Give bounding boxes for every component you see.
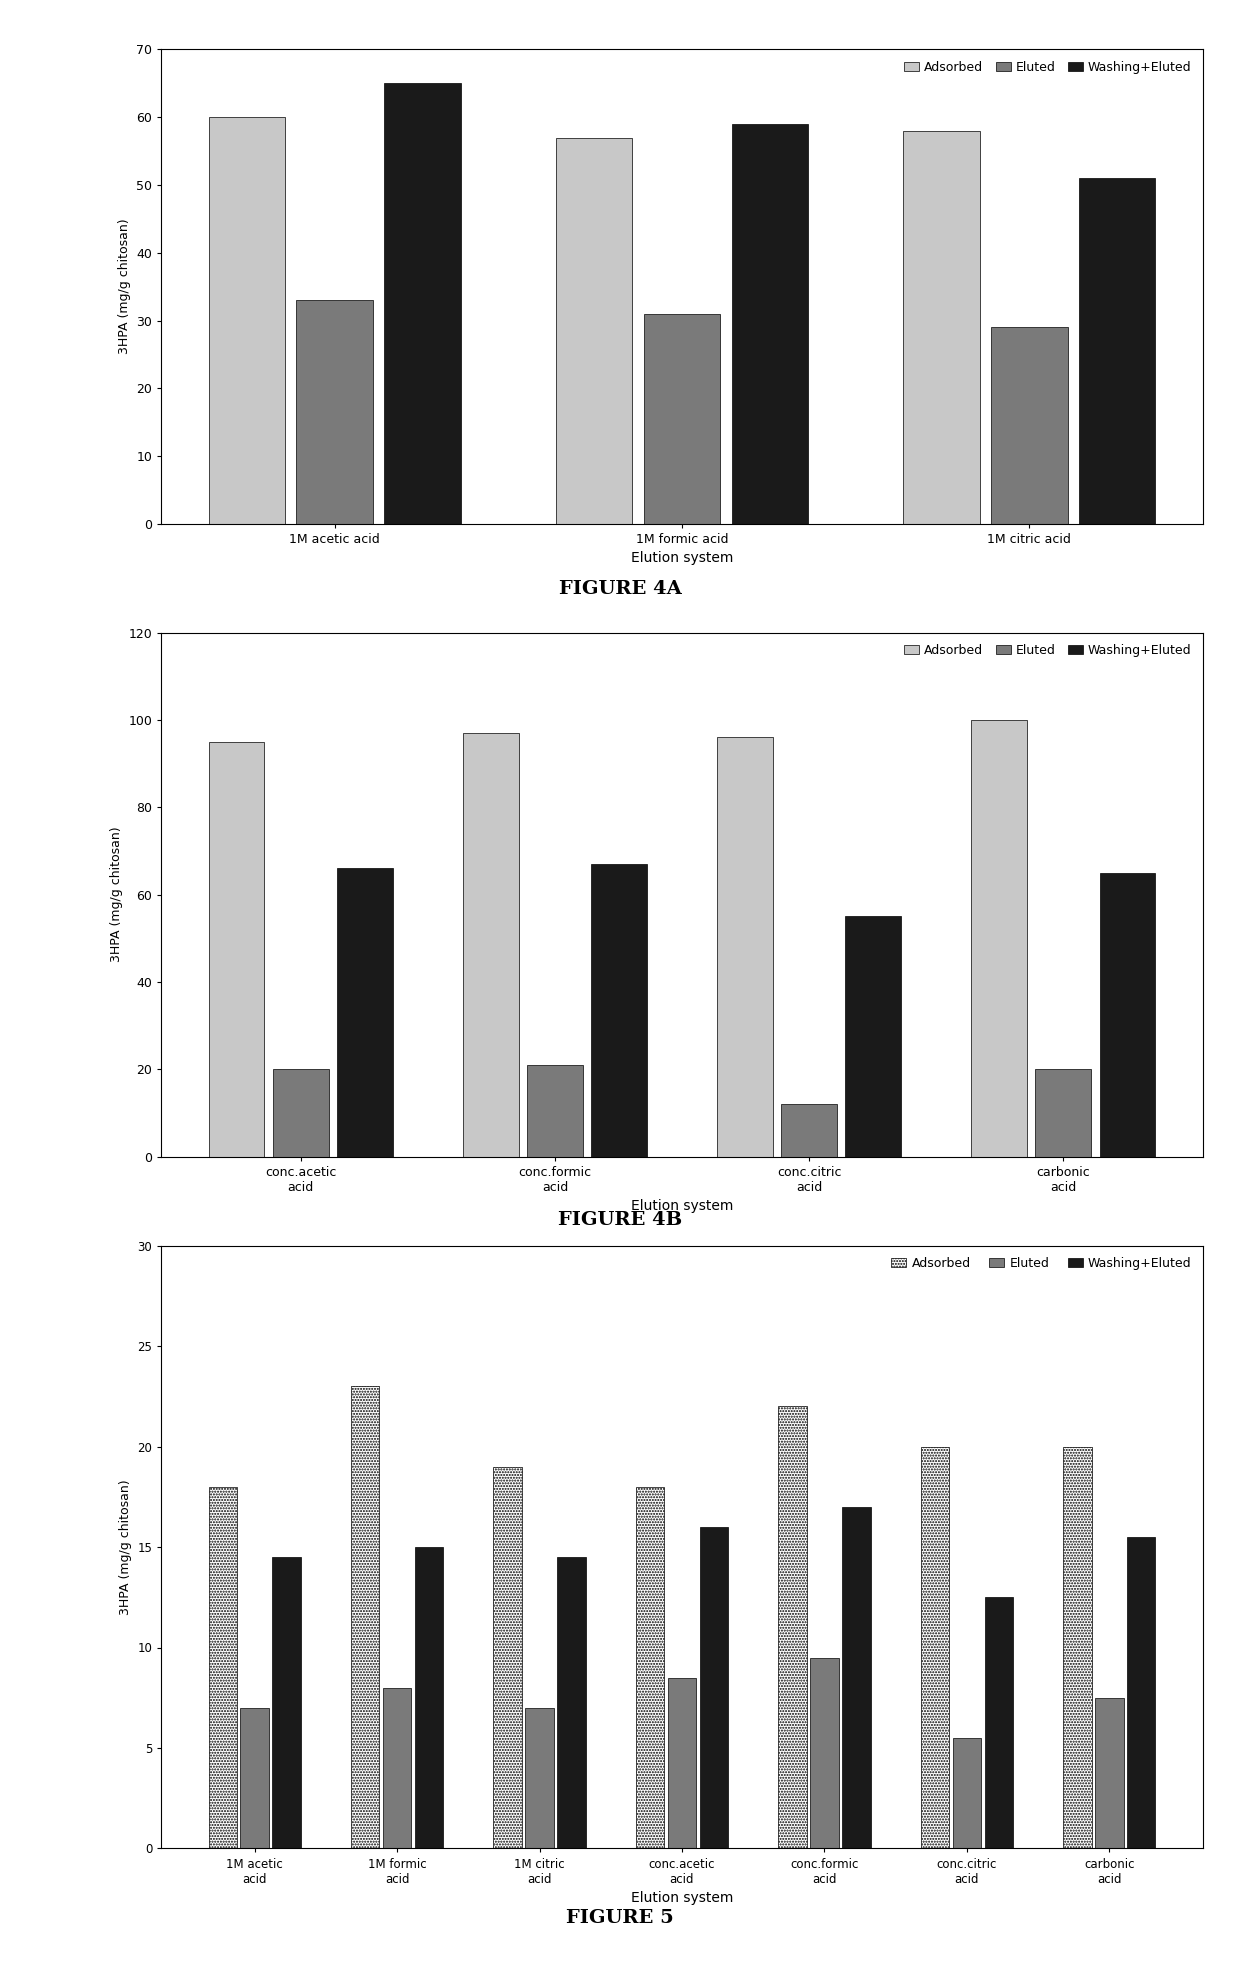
Bar [1079, 178, 1156, 524]
Bar [668, 1678, 696, 1848]
Bar [463, 733, 518, 1157]
Bar [1100, 872, 1156, 1157]
Bar [1127, 1536, 1156, 1848]
Bar [383, 1688, 412, 1848]
Bar [636, 1487, 665, 1848]
Bar [1063, 1447, 1091, 1848]
Bar [415, 1546, 443, 1848]
Legend: Adsorbed, Eluted, Washing+Eluted: Adsorbed, Eluted, Washing+Eluted [899, 639, 1197, 662]
Bar [903, 130, 980, 524]
Text: FIGURE 4A: FIGURE 4A [559, 579, 681, 599]
Bar [781, 1103, 837, 1157]
Bar [952, 1738, 981, 1848]
Bar [556, 138, 632, 524]
Bar [384, 83, 461, 524]
Bar [557, 1558, 585, 1848]
Bar [842, 1506, 870, 1848]
Bar [526, 1708, 554, 1848]
X-axis label: Elution system: Elution system [631, 552, 733, 565]
Bar [591, 864, 647, 1157]
Bar [241, 1708, 269, 1848]
Bar [971, 720, 1027, 1157]
Y-axis label: 3HPA (mg/g chitosan): 3HPA (mg/g chitosan) [119, 1479, 131, 1615]
Bar [494, 1467, 522, 1848]
Bar [1095, 1698, 1123, 1848]
Bar [644, 314, 720, 524]
Bar [208, 1487, 237, 1848]
Bar [337, 868, 393, 1157]
Bar [273, 1070, 329, 1157]
X-axis label: Elution system: Elution system [631, 1200, 733, 1214]
Bar [846, 917, 901, 1157]
Bar [717, 737, 773, 1157]
Bar [985, 1597, 1013, 1848]
Bar [208, 117, 285, 524]
Bar [1035, 1070, 1091, 1157]
Legend: Adsorbed, Eluted, Washing+Eluted: Adsorbed, Eluted, Washing+Eluted [887, 1251, 1197, 1275]
Bar [273, 1558, 301, 1848]
Y-axis label: 3HPA (mg/g chitosan): 3HPA (mg/g chitosan) [118, 219, 130, 354]
Legend: Adsorbed, Eluted, Washing+Eluted: Adsorbed, Eluted, Washing+Eluted [899, 55, 1197, 79]
Text: FIGURE 4B: FIGURE 4B [558, 1210, 682, 1230]
Bar [779, 1406, 807, 1848]
X-axis label: Elution system: Elution system [631, 1892, 733, 1906]
Bar [208, 741, 264, 1157]
Bar [699, 1526, 728, 1848]
Bar [527, 1066, 583, 1157]
Bar [351, 1386, 379, 1848]
Bar [810, 1657, 838, 1848]
Bar [732, 125, 808, 524]
Bar [991, 328, 1068, 524]
Y-axis label: 3HPA (mg/g chitosan): 3HPA (mg/g chitosan) [110, 826, 123, 963]
Bar [921, 1447, 949, 1848]
Bar [296, 301, 373, 524]
Text: FIGURE 5: FIGURE 5 [567, 1908, 673, 1928]
